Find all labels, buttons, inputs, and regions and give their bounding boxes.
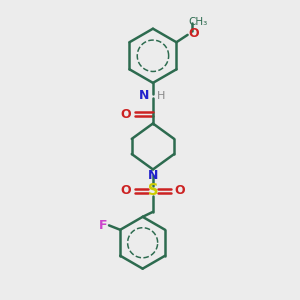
Text: O: O bbox=[120, 108, 131, 121]
Text: H: H bbox=[157, 91, 165, 100]
Text: S: S bbox=[148, 183, 158, 198]
Text: O: O bbox=[189, 28, 200, 40]
Text: O: O bbox=[175, 184, 185, 197]
Text: N: N bbox=[139, 89, 149, 102]
Text: CH₃: CH₃ bbox=[189, 16, 208, 27]
Text: O: O bbox=[121, 184, 131, 197]
Text: N: N bbox=[148, 169, 158, 182]
Text: F: F bbox=[99, 219, 108, 232]
